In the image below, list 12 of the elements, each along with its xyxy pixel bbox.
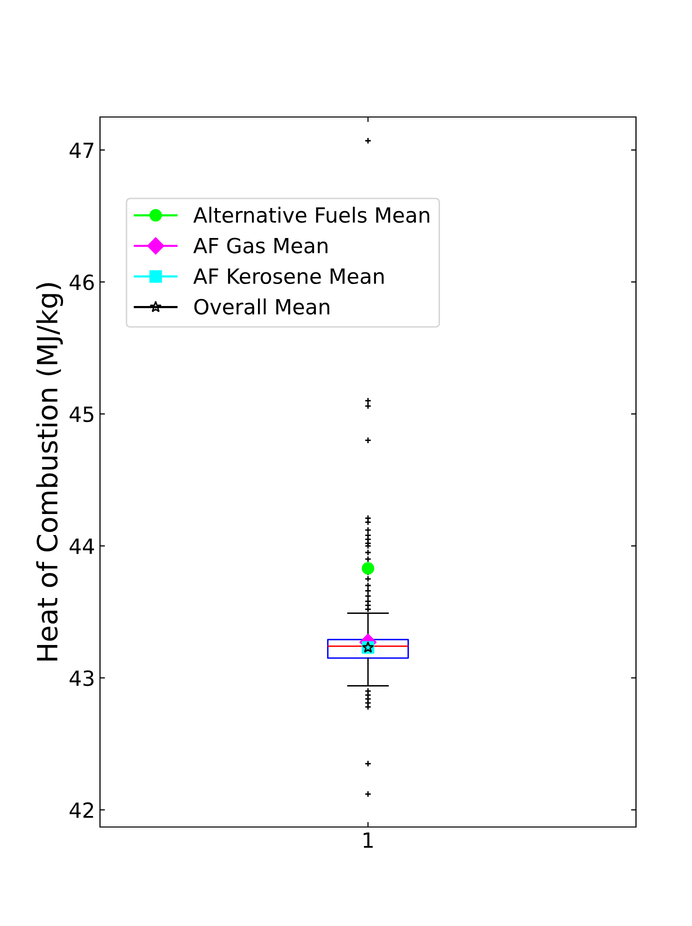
- y-tick-label: 45: [70, 406, 94, 422]
- y-tick-label: 44: [70, 538, 94, 554]
- legend-label: Overall Mean: [194, 298, 330, 315]
- y-axis-title: Heat of Combustion (MJ/kg): [36, 283, 64, 660]
- legend-label: Alternative Fuels Mean: [193, 206, 430, 223]
- legend-label: AF Gas Mean: [193, 238, 328, 254]
- y-tick-label: 47: [70, 142, 94, 158]
- legend-label: AF Kerosene Mean: [193, 268, 384, 284]
- y-tick-label: 43: [70, 670, 94, 686]
- y-tick-label: 46: [70, 274, 94, 290]
- x-tick-label: 1: [364, 832, 373, 848]
- y-tick-label: 42: [70, 802, 94, 818]
